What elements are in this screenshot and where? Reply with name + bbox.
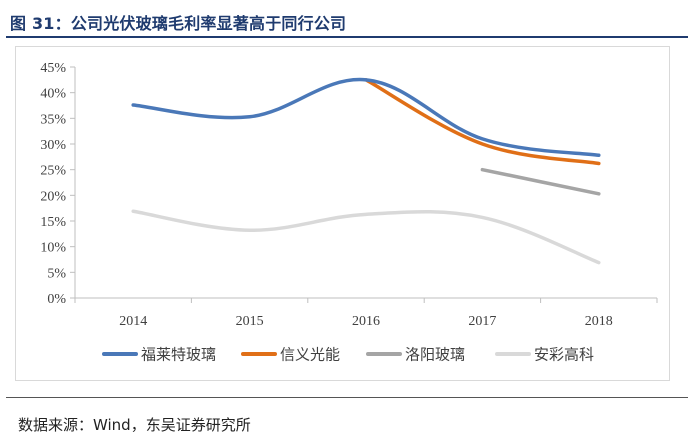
legend-label-4: 安彩高科	[534, 346, 594, 364]
x-tick-label: 2018	[585, 314, 613, 329]
y-tick-label: 15%	[40, 215, 66, 230]
chart-frame	[15, 46, 670, 381]
x-tick-label: 2016	[352, 314, 380, 329]
y-tick-label: 45%	[40, 61, 66, 76]
y-tick-label: 35%	[40, 112, 66, 127]
y-tick-label: 25%	[40, 164, 66, 179]
y-tick-label: 0%	[47, 292, 66, 307]
series-line-3	[480, 167, 601, 196]
x-tick-label: 2014	[119, 314, 147, 329]
y-tick-label: 40%	[40, 87, 66, 102]
y-tick-label: 10%	[40, 241, 66, 256]
series-line-4	[131, 209, 601, 265]
figure-source: 数据来源：Wind，东吴证券研究所	[18, 416, 251, 434]
figure-title: 图 31：公司光伏玻璃毛利率显著高于同行公司	[10, 14, 347, 33]
x-tick-label: 2015	[236, 314, 264, 329]
legend-label-1: 福莱特玻璃	[141, 346, 216, 364]
series-line-1	[131, 77, 601, 158]
legend-label-2: 信义光能	[280, 346, 340, 364]
series-line-2	[364, 78, 601, 166]
source-divider	[6, 397, 688, 398]
y-tick-label: 30%	[40, 138, 66, 153]
legend-label-3: 洛阳玻璃	[405, 346, 465, 364]
x-tick-label: 2017	[468, 314, 496, 329]
y-tick-label: 20%	[40, 189, 66, 204]
figure-header: 图 31：公司光伏玻璃毛利率显著高于同行公司	[6, 6, 688, 38]
title-underline	[6, 36, 688, 38]
y-tick-label: 5%	[47, 266, 66, 281]
